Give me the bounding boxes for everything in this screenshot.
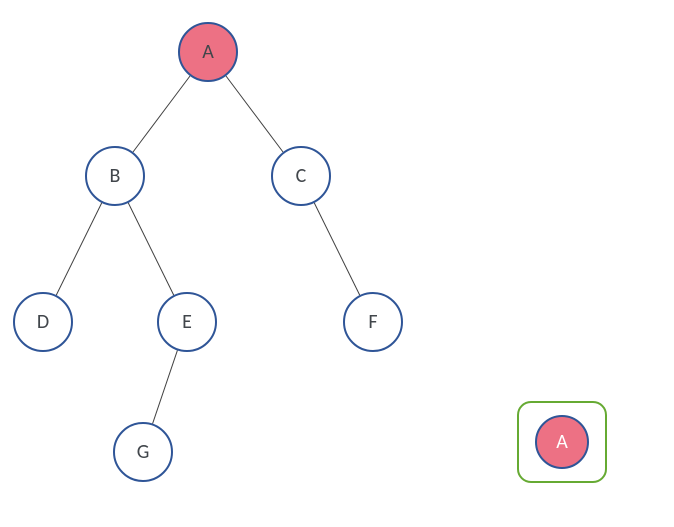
legend-box: A [517, 401, 607, 483]
node-label-D: D [37, 310, 49, 334]
node-F: F [343, 292, 403, 352]
node-G: G [113, 422, 173, 482]
legend-node: A [535, 415, 589, 469]
legend-node-label: A [556, 430, 568, 454]
node-A: A [178, 22, 238, 82]
edge-B-D [56, 203, 101, 295]
tree-diagram: A A B C D E F G [0, 0, 674, 527]
edge-E-G [153, 350, 178, 423]
node-B: B [85, 146, 145, 206]
node-label-B: B [110, 164, 121, 188]
node-label-C: C [296, 164, 307, 188]
node-D: D [13, 292, 73, 352]
edge-B-E [128, 203, 173, 295]
node-label-G: G [137, 440, 150, 464]
node-label-F: F [368, 310, 377, 334]
node-label-E: E [182, 310, 192, 334]
node-C: C [271, 146, 331, 206]
edge-A-C [226, 76, 283, 152]
edge-A-B [133, 76, 190, 152]
node-E: E [157, 292, 217, 352]
edge-C-F [314, 203, 359, 295]
node-label-A: A [202, 40, 214, 64]
